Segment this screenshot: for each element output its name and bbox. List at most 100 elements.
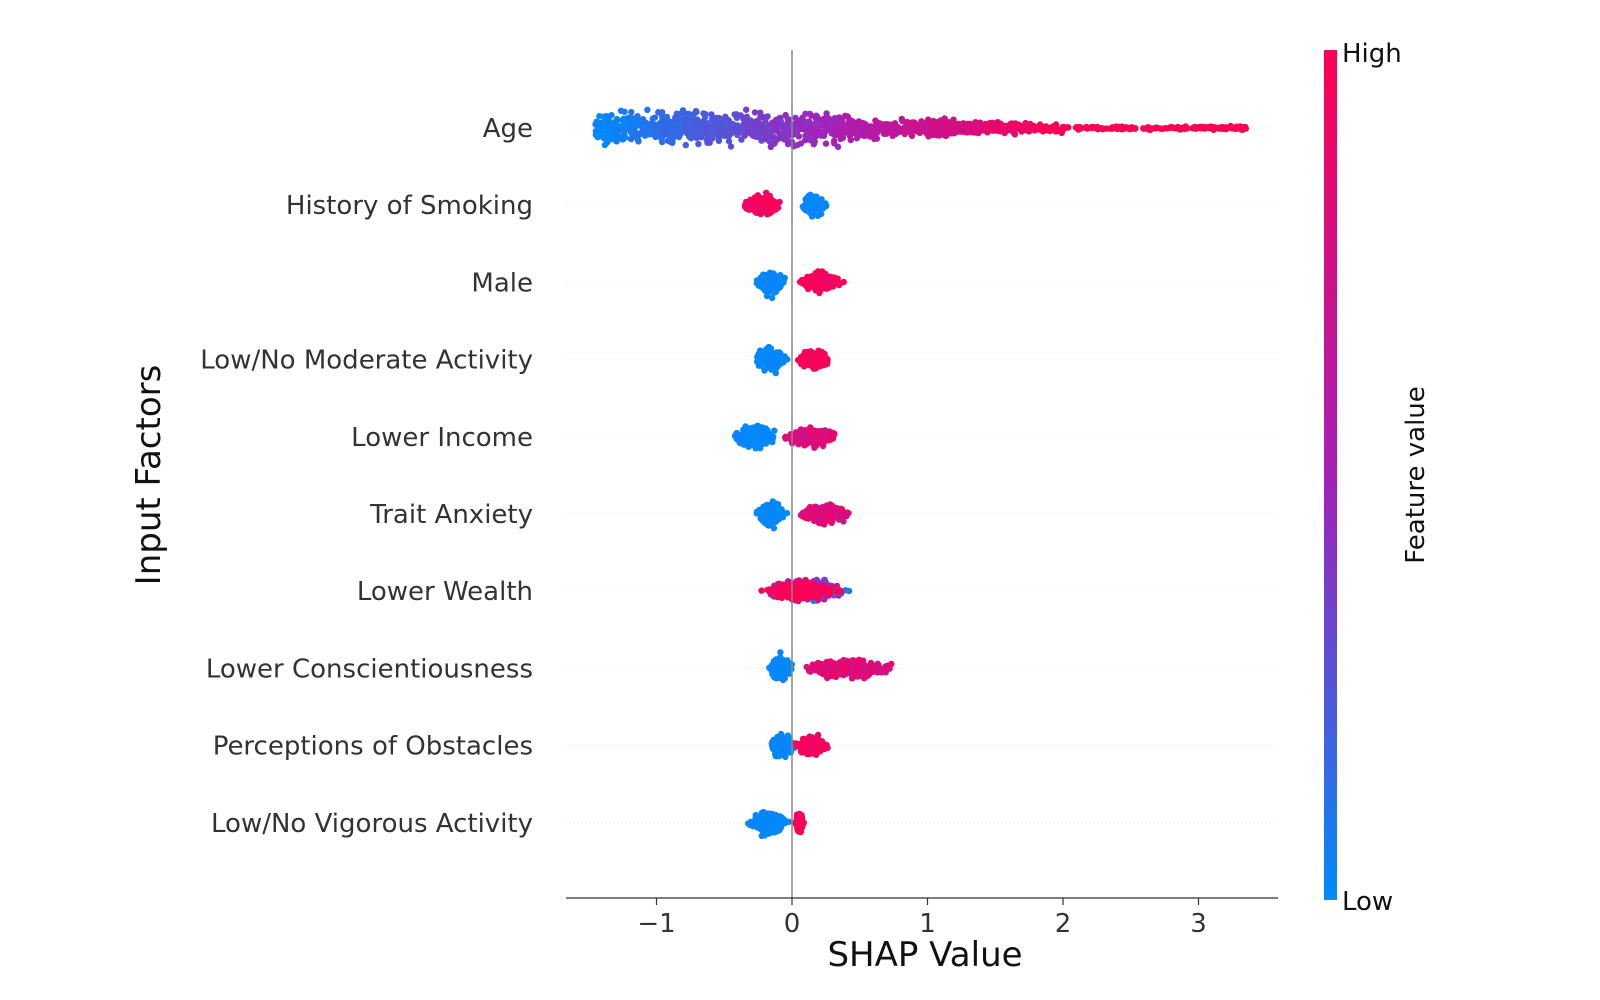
shap-point <box>640 127 648 134</box>
shap-point <box>816 119 824 126</box>
shap-point <box>778 129 786 136</box>
shap-point <box>794 583 801 590</box>
shap-point <box>733 111 740 118</box>
shap-point <box>923 119 931 126</box>
shap-point <box>672 114 679 121</box>
shap-point <box>1064 124 1072 131</box>
shap-point <box>1090 124 1097 131</box>
shap-point <box>743 106 750 113</box>
shap-point <box>725 138 733 145</box>
shap-point <box>695 140 702 148</box>
shap-point <box>798 125 805 133</box>
shap-point <box>692 107 700 115</box>
shap-point <box>740 114 747 122</box>
shap-point <box>943 121 950 128</box>
shap-point <box>729 120 736 128</box>
shap-point <box>826 284 833 291</box>
shap-point <box>767 587 774 594</box>
shap-point <box>823 516 830 524</box>
shap-point <box>997 128 1004 135</box>
shap-point <box>781 664 788 672</box>
shap-point <box>1146 126 1154 133</box>
shap-point <box>918 126 925 134</box>
shap-point <box>675 119 683 127</box>
shap-point <box>770 525 778 532</box>
shap-point <box>659 130 666 137</box>
shap-point <box>801 360 809 367</box>
shap-point <box>807 137 814 144</box>
shap-point <box>663 113 671 121</box>
shap-point <box>766 356 773 363</box>
shap-point <box>772 369 779 377</box>
shap-point <box>953 123 960 130</box>
shap-point <box>1046 124 1053 132</box>
shap-point <box>775 667 782 675</box>
shap-point <box>603 113 610 120</box>
shap-point <box>620 135 627 142</box>
shap-point <box>938 125 945 132</box>
shap-point <box>728 130 735 137</box>
shap-point <box>736 124 744 132</box>
shap-point <box>761 128 769 135</box>
shap-point <box>749 127 757 134</box>
shap-point <box>909 125 916 132</box>
shap-point <box>784 133 791 140</box>
shap-point <box>777 654 784 661</box>
shap-point <box>813 126 821 133</box>
shap-point <box>936 132 943 139</box>
shap-point <box>1222 126 1230 133</box>
shap-point <box>756 199 763 207</box>
shap-point <box>861 121 868 128</box>
shap-point <box>810 276 817 284</box>
shap-point <box>809 352 816 360</box>
shap-point <box>948 122 956 130</box>
shap-point <box>853 135 861 142</box>
shap-point <box>796 434 804 441</box>
shap-point <box>889 132 896 140</box>
shap-point <box>901 127 908 135</box>
shap-point <box>764 281 771 289</box>
shap-point <box>837 587 845 595</box>
shap-point <box>784 356 791 363</box>
shap-point <box>776 511 783 518</box>
shap-point <box>715 137 723 144</box>
shap-point <box>911 119 918 126</box>
shap-point <box>802 132 809 139</box>
shap-point <box>841 129 848 137</box>
shap-point <box>815 436 822 443</box>
shap-point <box>856 119 863 126</box>
shap-point <box>825 437 832 444</box>
shap-point <box>805 275 812 282</box>
shap-point <box>796 120 803 128</box>
shap-point <box>742 124 749 131</box>
shap-point <box>1211 124 1218 131</box>
shap-point <box>721 132 728 139</box>
shap-point <box>1036 121 1044 128</box>
shap-point <box>644 106 651 114</box>
shap-point <box>943 132 950 139</box>
shap-point <box>1018 124 1025 131</box>
shap-point <box>1095 125 1102 132</box>
shap-point <box>841 124 848 132</box>
shap-point <box>1193 124 1200 131</box>
shap-point <box>846 132 854 140</box>
shap-point <box>669 137 676 144</box>
shap-point <box>777 117 784 125</box>
shap-point <box>875 123 882 131</box>
shap-point <box>1059 123 1067 131</box>
shap-point <box>783 120 791 127</box>
shap-point <box>682 124 690 131</box>
shap-point <box>831 280 838 287</box>
shap-point <box>820 278 828 286</box>
shap-point <box>812 442 819 449</box>
shap-point <box>766 507 773 515</box>
shap-point <box>842 112 849 120</box>
shap-point <box>682 141 689 149</box>
shap-point <box>870 123 877 130</box>
shap-point <box>845 587 853 595</box>
shap-point <box>646 127 653 135</box>
shap-point <box>653 126 660 134</box>
shap-point <box>760 114 768 121</box>
shap-point <box>856 126 863 133</box>
